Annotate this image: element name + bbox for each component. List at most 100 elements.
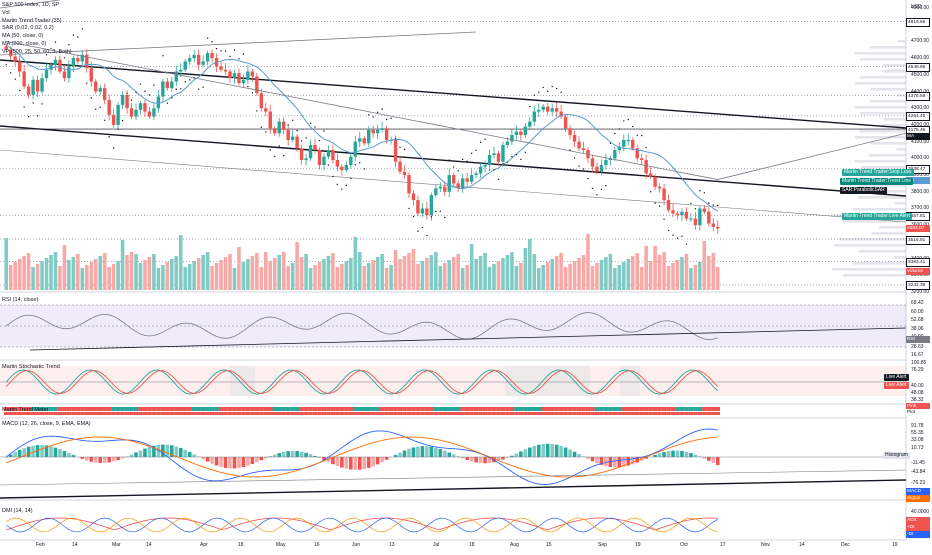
trend-meter-cell [161, 407, 165, 411]
volume-profile-row [852, 262, 906, 265]
trend-meter-cell [246, 412, 250, 415]
macd-hist-bar [286, 451, 290, 457]
sar-dot [551, 86, 552, 87]
trend-meter-cell [49, 412, 53, 415]
trend-meter-cell [554, 407, 558, 411]
trend-meter-cell [174, 407, 178, 411]
volume-bar [282, 252, 286, 290]
legend-vol[interactable]: Vol [2, 10, 72, 18]
trend-meter-cell [666, 407, 670, 411]
macd-tick: 55.35 [911, 430, 924, 436]
volume-bar [506, 255, 510, 290]
volume-profile-row [872, 232, 906, 235]
trend-meter-cell [438, 407, 442, 411]
trend-meter-title[interactable]: Martin Trend Meter [2, 407, 48, 413]
candle-body [430, 195, 433, 215]
macd-hist-bar [653, 455, 657, 457]
sar-dot [292, 120, 293, 121]
trend-meter-cell [183, 407, 187, 411]
macd-hist-bar [528, 448, 532, 457]
sar-label: SAR:ParabolicSAR [840, 187, 887, 194]
rsi-title[interactable]: RSI (14, close) [2, 297, 38, 303]
candle-body [622, 140, 625, 147]
legend-vp[interactable]: VP (500, 25, 50, 60, 3, Both) [2, 49, 72, 57]
trend-meter-cell [662, 412, 666, 415]
sar-dot [592, 188, 593, 189]
trend-meter-cell [98, 407, 102, 411]
candle-body [94, 82, 97, 92]
volume-bar [210, 266, 214, 290]
volume-bar [166, 262, 170, 290]
legend-ma200[interactable]: MA (200, close, 0) [2, 41, 72, 49]
trend-meter-cell [693, 412, 697, 415]
candle-body [644, 160, 647, 173]
volume-bar [76, 254, 80, 290]
stoch-title[interactable]: Martin Stochastic Trend [2, 364, 60, 370]
volume-bar [22, 256, 26, 290]
trend-meter-cell [340, 412, 344, 415]
trend-meter-cell [147, 407, 151, 411]
candle-body [13, 56, 16, 61]
trend-meter-cell [460, 412, 464, 415]
volume-bar [18, 259, 22, 290]
legend-mtt[interactable]: Martin Trend Trader (35) [2, 18, 72, 26]
macd-hist-bar [685, 452, 689, 457]
sar-dot [310, 123, 311, 124]
sar-dot [41, 103, 42, 104]
trend-meter-cell [281, 407, 285, 411]
trend-meter-cell [510, 407, 514, 411]
trend-meter-cell [349, 407, 353, 411]
legend-sar[interactable]: SAR (0.02, 0.02, 0.2) [2, 25, 72, 33]
macd-hist-bar [304, 453, 308, 457]
volume-bar [671, 263, 675, 290]
candle-body [228, 71, 231, 78]
dmi-title[interactable]: DMI (14, 14) [2, 508, 33, 514]
trend-meter-cell [698, 407, 702, 411]
volume-bar [161, 265, 165, 290]
candle-body [116, 105, 119, 125]
sar-dot [131, 100, 132, 101]
trend-meter-cell [71, 407, 75, 411]
volume-bar [662, 252, 666, 290]
sar-dot [417, 230, 418, 231]
volume-bar [689, 268, 693, 290]
sar-dot [449, 159, 450, 160]
trend-meter-cell [125, 412, 129, 415]
trend-meter-cell [201, 407, 205, 411]
volume-bar [470, 244, 474, 290]
trend-meter-cell [237, 412, 241, 415]
sar-dot [162, 55, 163, 56]
trend-meter-cell [590, 407, 594, 411]
volume-bar [577, 258, 581, 290]
trend-meter-cell [456, 412, 460, 415]
symbol-title[interactable]: S&P 500 Index, 1D, SP [2, 2, 72, 10]
sar-dot [628, 119, 629, 120]
sar-dot [256, 110, 257, 111]
macd-hist-bar [107, 457, 111, 462]
sar-dot [440, 210, 441, 211]
trend-meter-cell [402, 412, 406, 415]
candle-body [546, 107, 549, 112]
candle-body [371, 130, 374, 133]
candle-body [680, 212, 683, 215]
volume-bar [233, 268, 237, 290]
macd-hist-bar [689, 453, 693, 457]
trend-meter-cell [662, 407, 666, 411]
macd-title[interactable]: MACD (12, 26, close, 9, EMA, EMA) [2, 421, 91, 427]
sar-dot [413, 216, 414, 217]
sar-dot [596, 194, 597, 195]
candle-body [363, 138, 366, 143]
macd-tick: 10.73 [911, 445, 924, 451]
legend-ma50[interactable]: MA (50, close, 0) [2, 33, 72, 41]
trend-meter-cell [49, 407, 53, 411]
trend-meter-cell [519, 407, 523, 411]
candle-body [300, 148, 303, 160]
candle-body [152, 108, 155, 116]
trend-meter-cell [165, 407, 169, 411]
candle-body [99, 88, 102, 91]
sar-dot [368, 114, 369, 115]
macd-tick: -76.23 [911, 480, 925, 486]
price-badge: 4819.65 [906, 18, 930, 27]
